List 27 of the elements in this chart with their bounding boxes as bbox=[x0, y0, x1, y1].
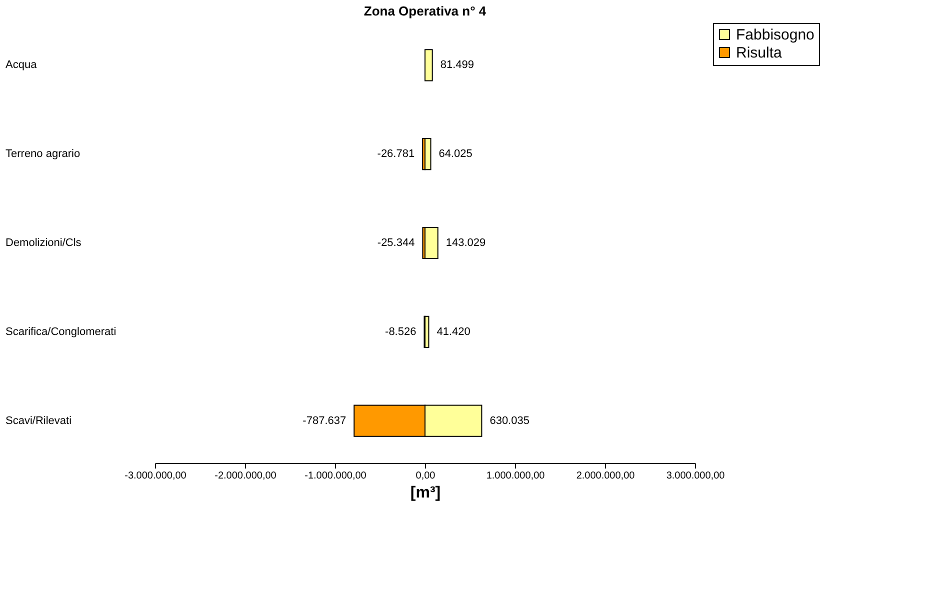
x-tick-label: -1.000.000,00 bbox=[304, 470, 367, 482]
x-tick-label: 2.000.000,00 bbox=[576, 470, 636, 482]
data-label: 41.420 bbox=[436, 326, 470, 338]
y-tick-label: Terreno agrario bbox=[6, 148, 80, 160]
y-tick-label: Acqua bbox=[6, 59, 38, 72]
y-tick-label: Scarifica/Conglomerati bbox=[6, 326, 116, 338]
data-label: 630.035 bbox=[490, 414, 530, 427]
x-tick-label: -3.000.000,00 bbox=[124, 470, 187, 482]
data-label: -787.637 bbox=[302, 414, 346, 427]
x-tick-label: -2.000.000,00 bbox=[214, 470, 277, 482]
chart-title: Zona Operativa n° 4 bbox=[364, 4, 487, 18]
x-tick-label: 0,00 bbox=[416, 470, 436, 482]
y-tick-label: Scavi/Rilevati bbox=[6, 414, 72, 427]
legend-label: Risulta bbox=[736, 44, 783, 62]
data-label: 143.029 bbox=[446, 237, 486, 249]
bar bbox=[424, 49, 433, 82]
bar bbox=[424, 226, 438, 260]
x-axis-title: [m³] bbox=[410, 484, 441, 502]
data-label: -26.781 bbox=[377, 148, 415, 160]
x-tick-label: 1.000.000,00 bbox=[486, 470, 546, 482]
data-label: 64.025 bbox=[438, 148, 472, 160]
x-tick-label: 3.000.000,00 bbox=[666, 470, 726, 482]
data-label: -8.526 bbox=[385, 326, 416, 338]
legend-label: Fabbisogno bbox=[736, 26, 814, 44]
data-label: 81.499 bbox=[440, 59, 474, 72]
y-tick-label: Demolizioni/Cls bbox=[6, 237, 82, 249]
data-label: -25.344 bbox=[377, 237, 415, 249]
